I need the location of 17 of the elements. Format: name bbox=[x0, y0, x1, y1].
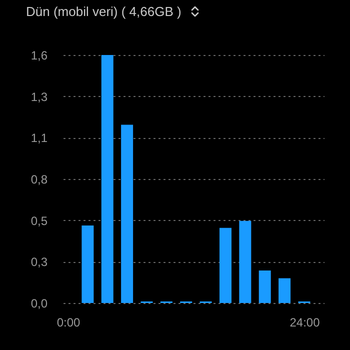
bar bbox=[219, 228, 232, 303]
y-tick-label: 0,8 bbox=[30, 172, 48, 186]
chart-title: Dün (mobil veri) ( 4,66GB ) bbox=[26, 4, 182, 18]
bar bbox=[82, 226, 94, 303]
bar bbox=[278, 278, 291, 303]
y-tick-label: 1,1 bbox=[30, 131, 48, 146]
y-tick-label: 0,3 bbox=[30, 255, 48, 270]
bar bbox=[101, 55, 114, 303]
bar bbox=[239, 220, 252, 303]
y-tick-label: 0,0 bbox=[30, 296, 48, 310]
x-tick-label: 0:00 bbox=[56, 316, 80, 330]
y-tick-label: 1,6 bbox=[30, 48, 48, 62]
bar bbox=[121, 124, 134, 303]
x-tick-label: 24:00 bbox=[290, 316, 320, 330]
bar bbox=[258, 270, 271, 303]
y-tick-label: 1,3 bbox=[30, 90, 48, 104]
y-tick-label: 0,5 bbox=[30, 214, 48, 228]
